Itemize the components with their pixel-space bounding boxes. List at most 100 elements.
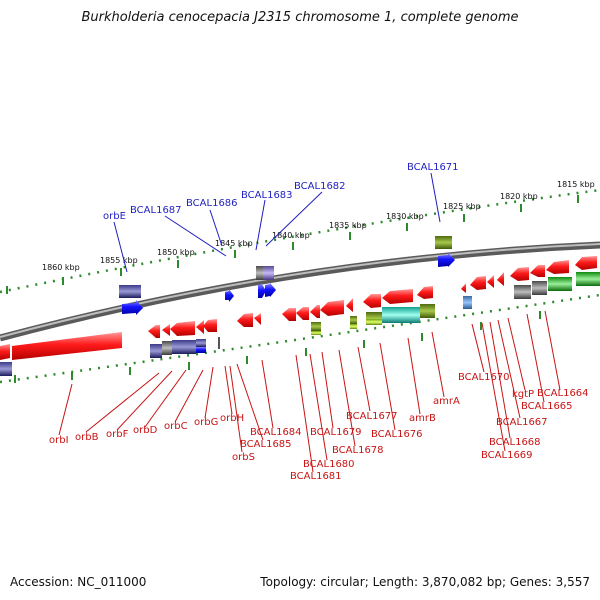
gene-label: BCAL1679 [310, 427, 362, 438]
tick-label: 1820 kbp [500, 192, 538, 201]
gene-box [532, 281, 547, 295]
tick-label: 1835 kbp [329, 221, 367, 230]
gene-box [196, 339, 206, 347]
gene-label: BCAL1671 [407, 162, 459, 173]
gene-label: BCAL1686 [186, 198, 238, 209]
gene-label: BCAL1668 [489, 437, 541, 448]
gene-arrow [0, 344, 10, 360]
gene-box [463, 296, 472, 309]
gene-label: orbE [103, 211, 126, 222]
tick-label: 1855 kbp [100, 256, 138, 265]
gene-arrow [461, 283, 466, 293]
gene-box [576, 272, 600, 286]
gene-box [119, 285, 141, 298]
accession-value: NC_011000 [77, 575, 147, 589]
tick-marks [6, 195, 579, 383]
gene-label: orbB [75, 432, 99, 443]
lower-leader-lines [58, 310, 561, 473]
gene-arrow [575, 256, 597, 270]
gene-box [172, 340, 196, 354]
tick-label: 1840 kbp [272, 231, 310, 240]
gene-label: BCAL1680 [303, 459, 355, 470]
gene-label: BCAL1669 [481, 450, 533, 461]
gene-arrow [12, 332, 122, 360]
gene-arrow [196, 320, 204, 334]
gene-box [548, 277, 572, 291]
gene-label: BCAL1685 [240, 439, 292, 450]
length-value: 3,870,082 bp [421, 575, 502, 589]
gene-arrow [203, 319, 217, 332]
gene-arrow [225, 289, 234, 302]
gene-arrow [382, 289, 413, 304]
gene-box [150, 344, 162, 358]
gene-arrow [530, 265, 545, 277]
gene-label: orbI [49, 435, 69, 446]
tick-labels: 1860 kbp 1855 kbp 1850 kbp 1845 kbp 1840… [42, 180, 595, 272]
gene-box [350, 316, 357, 324]
scale-track-upper [0, 188, 600, 294]
gene-box [218, 337, 220, 349]
upper-leader-lines [113, 172, 441, 273]
tick-label: 1815 kbp [557, 180, 595, 189]
gene-label: orbD [133, 425, 158, 436]
gene-box [382, 307, 420, 323]
gene-label: orbS [232, 452, 255, 463]
gene-label: orbC [164, 421, 188, 432]
chromosome-backbone-highlight [0, 243, 600, 338]
gene-label: orbF [106, 429, 129, 440]
gene-arrow [346, 298, 353, 312]
gene-arrow [265, 283, 276, 297]
genes-label: Genes: [509, 575, 552, 589]
gene-box [420, 304, 435, 318]
gene-arrow [162, 324, 170, 336]
gene-label: BCAL1681 [290, 471, 342, 482]
gene-label: BCAL1678 [332, 445, 384, 456]
gene-arrow [438, 253, 455, 267]
gene-label: orbG [194, 417, 218, 428]
gene-arrow [296, 307, 309, 320]
gene-label: BCAL1682 [294, 181, 346, 192]
gene-label: BCAL1664 [537, 388, 589, 399]
gene-arrow [363, 294, 381, 308]
gene-box [263, 266, 274, 280]
gene-arrow [282, 308, 296, 321]
topology-label: Topology: [260, 575, 317, 589]
gene-box [0, 362, 12, 376]
chromosome-backbone [0, 241, 600, 342]
gene-arrow [237, 313, 253, 327]
gene-arrow [470, 276, 486, 290]
gene-arrow [148, 325, 160, 338]
gene-label: BCAL1687 [130, 205, 182, 216]
upper-gene-labels: orbE BCAL1687 BCAL1686 BCAL1683 BCAL1682… [103, 162, 459, 222]
accession-info: Accession: NC_011000 [10, 575, 146, 589]
gene-label: BCAL1683 [241, 190, 293, 201]
gene-box [435, 236, 452, 249]
gene-arrow [258, 284, 266, 298]
gene-box [350, 324, 357, 329]
gene-box [514, 285, 531, 299]
gene-label: BCAL1670 [458, 372, 510, 383]
gene-label: BCAL1665 [521, 401, 573, 412]
gene-arrow [170, 321, 195, 336]
genome-summary: Topology: circular; Length: 3,870,082 bp… [260, 575, 590, 589]
gene-label: kgtP [512, 389, 534, 400]
tick-label: 1850 kbp [157, 248, 195, 257]
gene-box [366, 319, 382, 325]
gene-box [311, 331, 321, 335]
genes-value: 3,557 [555, 575, 590, 589]
accession-label: Accession: [10, 575, 74, 589]
upper-strand-genes [119, 236, 455, 315]
gene-label: amrB [409, 413, 436, 424]
tick-label: 1830 kbp [386, 212, 424, 221]
gene-arrow [546, 260, 569, 274]
gene-arrow [310, 305, 320, 318]
gene-label: BCAL1667 [496, 417, 548, 428]
gene-arrow [320, 300, 344, 316]
gene-label: BCAL1677 [346, 411, 398, 422]
gene-label: orbH [220, 413, 244, 424]
gene-arrow [417, 286, 433, 299]
tick-label: 1860 kbp [42, 263, 80, 272]
tick-label: 1825 kbp [443, 202, 481, 211]
gene-arrow [122, 300, 143, 315]
